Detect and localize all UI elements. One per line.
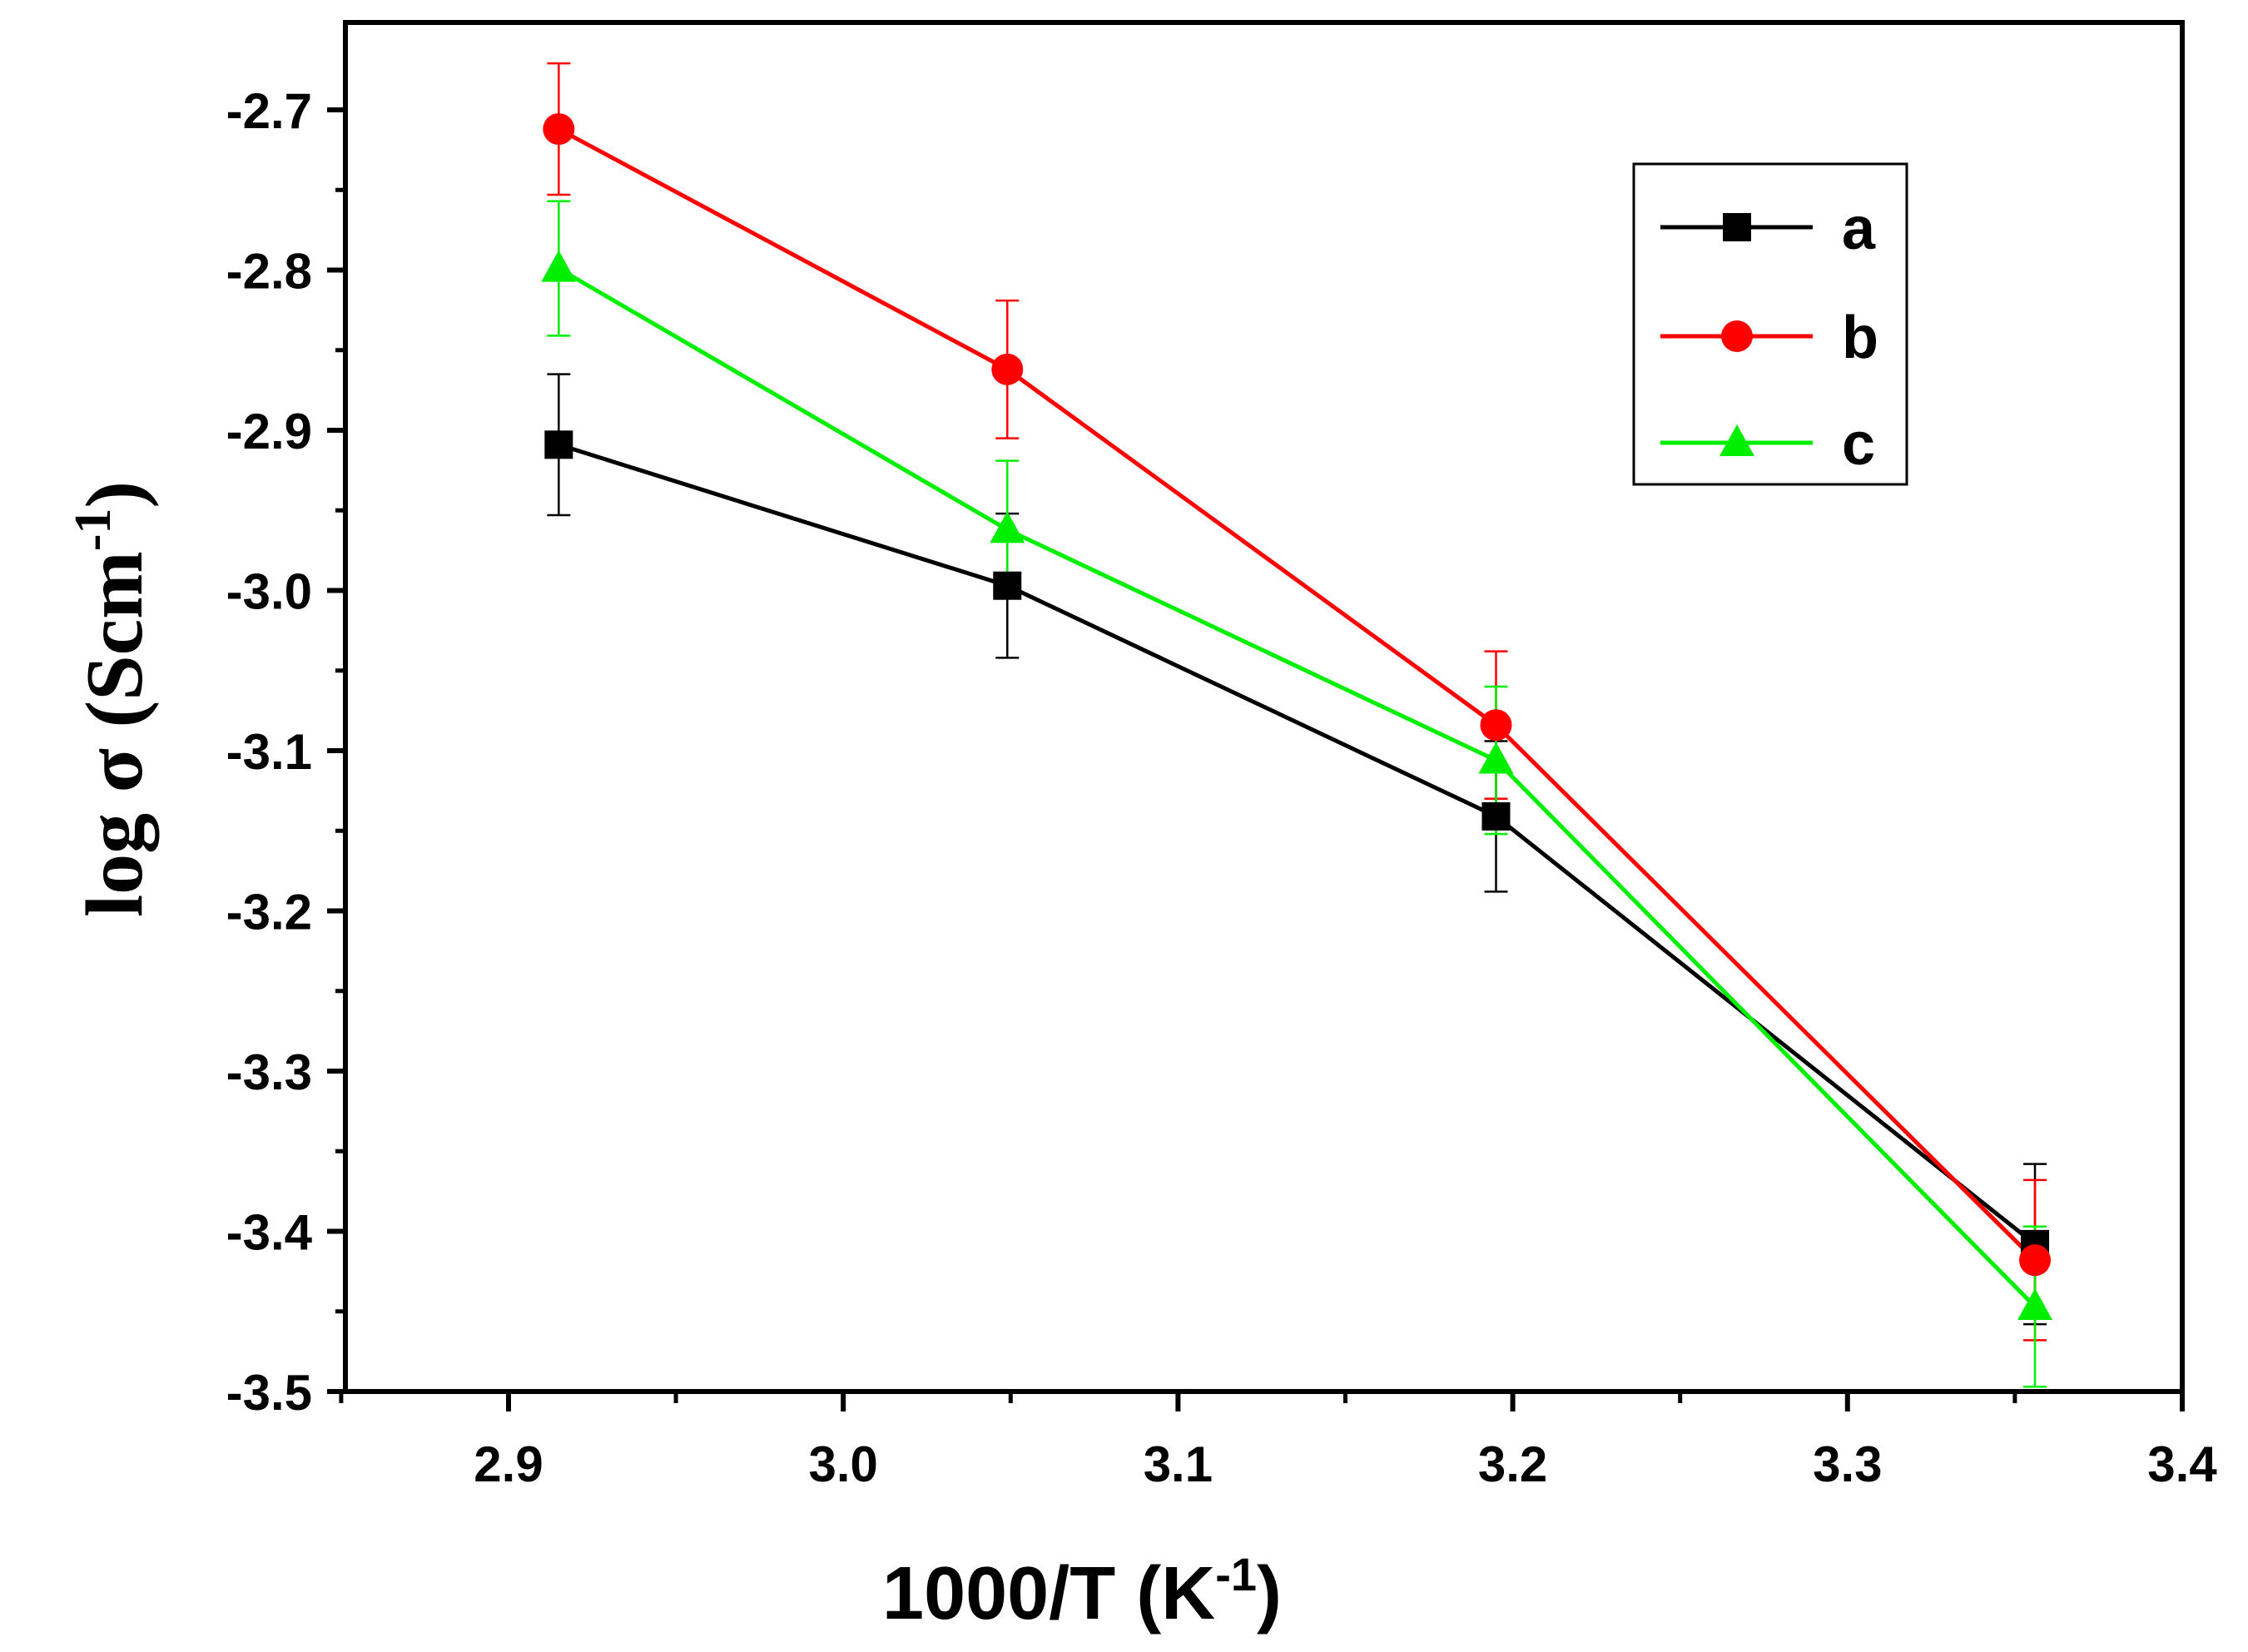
series-line-c [558,266,2037,1308]
y-axis: -2.7 -2.8 -2.9 -3.0 -3.1 -3.2 -3.3 -3.4 -3.5 [226,83,345,1421]
y-tick-label: -3.3 [226,1044,312,1100]
data-point-a [1481,801,1511,831]
x-axis-title: 1000/T (K-1) [882,1548,1282,1635]
data-point-a [544,430,573,459]
data-point-c [990,511,1025,543]
data-point-b [1480,709,1512,742]
legend-marker-c [1719,424,1754,456]
plot-area [343,20,2185,1394]
x-tick-label: 3.4 [2147,1436,2217,1492]
y-tick-label: -3.2 [226,885,312,940]
legend-marker-a [1723,213,1751,241]
x-tick-label: 3.0 [808,1436,877,1492]
x-tick-label: 3.3 [1813,1436,1882,1492]
series-layer [541,62,2053,1388]
data-point-b [991,353,1024,385]
series-line-a [558,442,2037,1246]
series-markers-b [543,113,2052,1277]
legend-marker-b [1721,320,1753,352]
y-tick-label: -3.5 [226,1365,312,1421]
data-point-a [993,571,1022,600]
legend-box [1632,162,1908,486]
series-markers-a [544,430,2050,1258]
y-tick-label: -2.7 [226,83,312,139]
series-a [547,373,2047,1326]
y-tick-label: -2.9 [226,404,312,459]
y-tick-label: -3.0 [226,564,312,620]
plot-border [343,20,2185,1394]
data-point-c [1478,742,1514,774]
y-tick-label: -2.8 [226,244,312,300]
x-tick-label: 3.2 [1478,1436,1547,1492]
data-point-c [2017,1287,2053,1320]
legend-label-c: c [1842,411,1875,478]
y-tick-label: -3.1 [226,724,312,780]
series-markers-c [541,250,2053,1320]
y-axis-title: log σ (Scm-1) [65,481,160,917]
x-axis: 2.9 3.0 3.1 3.2 3.3 3.4 [339,1392,2217,1492]
y-tick-label: -3.4 [226,1205,313,1261]
legend-label-b: b [1842,305,1878,371]
series-line-b [558,127,2037,1262]
legend: abc [1632,162,1908,486]
data-point-b [2019,1244,2052,1277]
legend-label-a: a [1842,196,1876,262]
data-point-b [543,113,575,146]
x-tick-label: 3.1 [1144,1436,1213,1492]
x-tick-label: 2.9 [474,1436,543,1492]
data-point-c [541,250,577,282]
